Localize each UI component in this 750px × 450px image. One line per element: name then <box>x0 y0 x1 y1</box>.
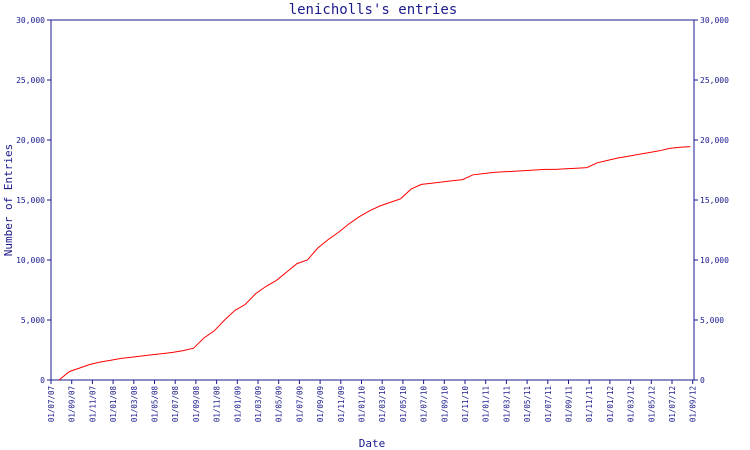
y-axis-title: Number of Entries <box>2 144 15 257</box>
x-tick-label: 01/11/09 <box>337 386 346 422</box>
x-tick-label: 01/09/09 <box>316 386 325 422</box>
y-tick-label-left: 0 <box>40 376 45 385</box>
x-tick-label: 01/03/12 <box>627 386 636 422</box>
x-tick-label: 01/03/11 <box>502 386 511 422</box>
y-tick-label-right: 20,000 <box>700 136 729 145</box>
x-tick-label: 01/01/09 <box>233 386 242 422</box>
x-tick-label: 01/05/08 <box>151 386 160 423</box>
x-tick-label: 01/07/07 <box>47 386 56 422</box>
x-tick-label: 01/03/10 <box>378 386 387 423</box>
x-tick-label: 01/09/11 <box>565 386 574 422</box>
y-tick-label-right: 5,000 <box>700 316 724 325</box>
x-tick-label: 01/05/10 <box>399 386 408 423</box>
x-axis: 01/07/07 01/09/07 01/11/07 01/01/08 01/03/08… <box>47 380 698 422</box>
y-tick-label-left: 10,000 <box>16 256 45 265</box>
x-tick-label: 01/07/12 <box>668 386 677 422</box>
x-tick-label: 01/07/09 <box>295 386 304 422</box>
y-tick-label-right: 15,000 <box>700 196 729 205</box>
x-tick-label: 01/01/12 <box>606 386 615 422</box>
y-tick-label-left: 20,000 <box>16 136 45 145</box>
plot-area-frame <box>50 19 695 381</box>
x-tick-label: 01/05/09 <box>275 386 284 422</box>
x-tick-label: 01/07/10 <box>420 386 429 423</box>
x-tick-label: 01/11/07 <box>88 386 97 422</box>
x-tick-label: 01/11/11 <box>585 386 594 422</box>
x-tick-label: 01/09/08 <box>192 386 201 423</box>
x-tick-label: 01/01/08 <box>109 386 118 423</box>
y-tick-label-right: 10,000 <box>700 256 729 265</box>
x-tick-label: 01/01/10 <box>358 386 367 423</box>
x-tick-label: 01/11/08 <box>213 386 222 423</box>
y-tick-label-right: 30,000 <box>700 16 729 25</box>
x-tick-label: 01/01/11 <box>482 386 491 422</box>
x-tick-label: 01/03/08 <box>130 386 139 423</box>
y-tick-label-left: 30,000 <box>16 16 45 25</box>
x-tick-label: 01/03/09 <box>254 386 263 422</box>
y-tick-label-right: 25,000 <box>700 76 729 85</box>
x-tick-label: 01/07/11 <box>544 386 553 422</box>
y-tick-label-left: 25,000 <box>16 76 45 85</box>
y-axis-left: 0 5,000 10,000 15,000 20,000 25,000 30,000 <box>16 16 51 385</box>
chart-title: lenicholls's entries <box>289 2 458 18</box>
series-line <box>58 146 691 381</box>
x-axis-title: Date <box>359 437 386 450</box>
y-tick-label-left: 5,000 <box>21 316 45 325</box>
x-tick-label: 01/11/10 <box>461 386 470 423</box>
x-tick-label: 01/09/10 <box>440 386 449 423</box>
x-tick-label: 01/07/08 <box>171 386 180 423</box>
x-tick-label: 01/09/12 <box>689 386 698 422</box>
y-tick-label-left: 15,000 <box>16 196 45 205</box>
x-tick-label: 01/05/12 <box>647 386 656 422</box>
x-tick-label: 01/09/07 <box>68 386 77 422</box>
y-axis-right: 0 5,000 10,000 15,000 20,000 25,000 30,000 <box>694 16 729 385</box>
x-tick-label: 01/05/11 <box>523 386 532 422</box>
y-tick-label-right: 0 <box>700 376 705 385</box>
